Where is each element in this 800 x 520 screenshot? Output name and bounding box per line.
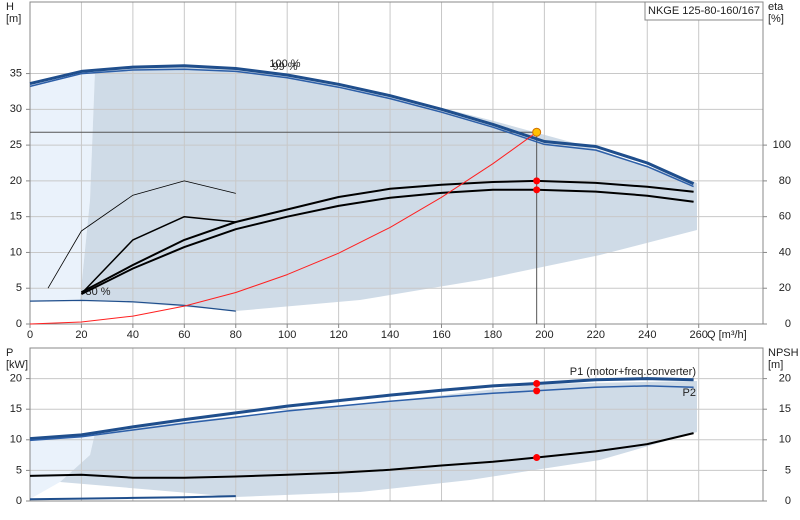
y-tick-label: 20: [10, 373, 22, 385]
x-tick-label: 220: [587, 329, 605, 341]
y2-tick-label: 5: [785, 464, 791, 476]
y2-tick-label: 100: [773, 139, 791, 151]
duty-point: [532, 127, 542, 137]
chart-title: NKGE 125-80-160/167: [648, 5, 760, 17]
title-box: [644, 1, 764, 21]
y-tick-label: 10: [10, 246, 22, 258]
x-tick-label: 80: [230, 329, 242, 341]
series-line: [80, 188, 694, 295]
x-tick-label: 20: [75, 329, 87, 341]
y-axis-label: H: [6, 1, 14, 13]
y2-axis-label: [m]: [768, 359, 783, 371]
range-shade: [80, 65, 697, 311]
x-tick-label: 180: [484, 329, 502, 341]
y-tick-label: 0: [16, 318, 22, 330]
y-tick-label: 5: [16, 282, 22, 294]
x-tick-label: 200: [535, 329, 553, 341]
operating-point: [533, 379, 541, 387]
y2-axis-label: NPSH: [768, 347, 799, 359]
series-line: [29, 432, 694, 479]
series-label: 100 %: [269, 58, 300, 70]
x-tick-label: 100: [278, 329, 296, 341]
y-tick-label: 15: [10, 403, 22, 415]
series-line: [29, 64, 695, 186]
y2-axis-label: [%]: [768, 13, 784, 25]
series-line: [29, 377, 694, 441]
y-tick-label: 0: [16, 495, 22, 507]
y2-tick-label: 10: [779, 434, 791, 446]
y-tick-label: 30: [10, 103, 22, 115]
plot-frame: [29, 1, 764, 325]
y-axis-label: [kW]: [6, 359, 28, 371]
series-line: [80, 215, 236, 295]
y2-axis-label: eta: [768, 1, 784, 13]
operating-point: [533, 186, 541, 194]
series-label: P2: [683, 387, 696, 399]
series-line: [80, 179, 694, 294]
x-axis-label: Q [m³/h]: [707, 329, 747, 341]
series-line: [29, 495, 236, 501]
y-tick-label: 25: [10, 139, 22, 151]
x-tick-label: 160: [432, 329, 450, 341]
x-tick-label: 120: [329, 329, 347, 341]
x-tick-label: 140: [381, 329, 399, 341]
y2-tick-label: 80: [779, 175, 791, 187]
series-label: 99 %: [272, 61, 297, 73]
y2-tick-label: 15: [779, 403, 791, 415]
y2-tick-label: 0: [785, 495, 791, 507]
y-tick-label: 35: [10, 67, 22, 79]
series-line: [29, 299, 236, 312]
plot-frame: [29, 347, 764, 502]
y-tick-label: 20: [10, 175, 22, 187]
operating-point: [533, 177, 541, 185]
range-shade-light: [30, 433, 95, 499]
y2-tick-label: 20: [779, 282, 791, 294]
x-tick-label: 40: [127, 329, 139, 341]
operating-point: [533, 454, 541, 462]
y2-tick-label: 60: [779, 211, 791, 223]
range-shade-light: [30, 70, 95, 301]
series-label: P1 (motor+freq.converter): [570, 366, 696, 378]
y-tick-label: 5: [16, 464, 22, 476]
y2-tick-label: 40: [779, 246, 791, 258]
y-axis-label: P: [6, 347, 13, 359]
range-shade: [60, 381, 697, 497]
series-line: [47, 180, 236, 289]
operating-point: [533, 387, 541, 395]
x-tick-label: 0: [27, 329, 33, 341]
y-axis-label: [m]: [6, 13, 21, 25]
series-line: [29, 385, 694, 442]
y2-tick-label: 0: [785, 318, 791, 330]
x-tick-label: 240: [638, 329, 656, 341]
y2-tick-label: 20: [779, 373, 791, 385]
series-line: [29, 131, 537, 325]
series-line: [29, 68, 694, 188]
y-tick-label: 10: [10, 434, 22, 446]
x-tick-label: 260: [690, 329, 708, 341]
x-tick-label: 60: [178, 329, 190, 341]
y-tick-label: 15: [10, 211, 22, 223]
